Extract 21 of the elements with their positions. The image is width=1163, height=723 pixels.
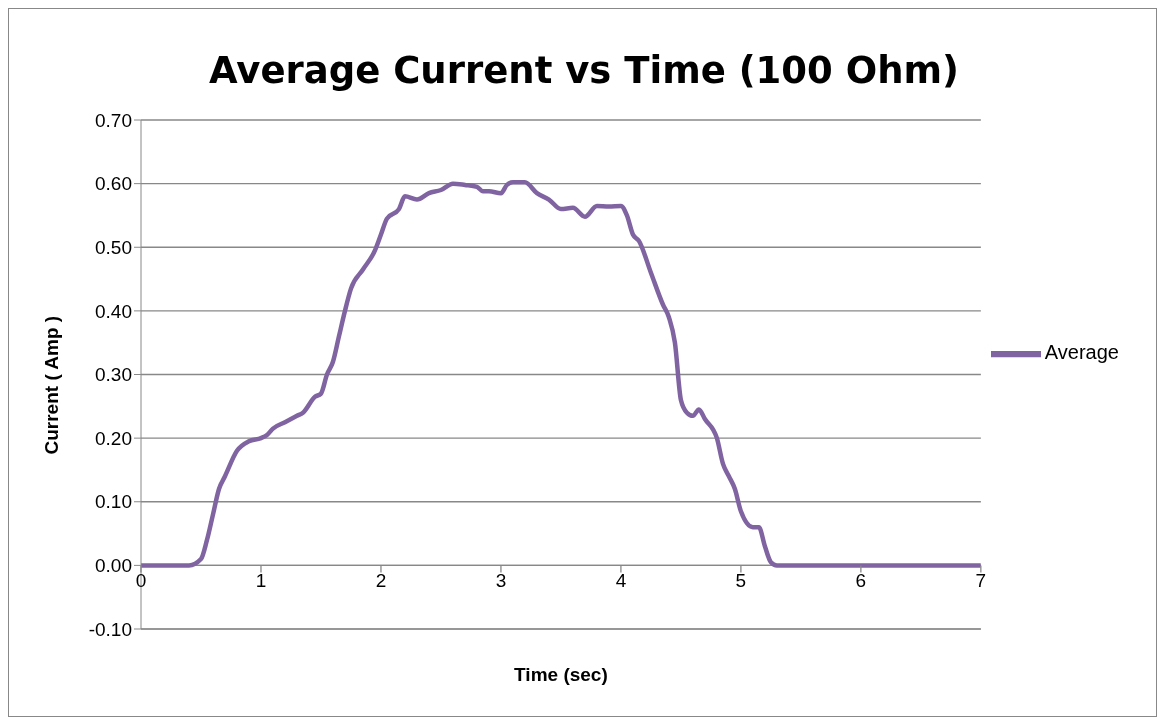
y-tick-label: 0.50 <box>95 236 132 258</box>
y-tick-label: -0.10 <box>88 618 132 640</box>
y-tick-label: 0.30 <box>95 364 132 386</box>
y-tick-label: 0.10 <box>95 491 132 513</box>
y-tick-label: 0.40 <box>95 300 132 322</box>
x-tick-label: 1 <box>255 570 267 592</box>
x-axis-title: Time (sec) <box>514 664 608 685</box>
y-tick-label: 0.20 <box>95 427 132 449</box>
x-tick-label: 4 <box>615 570 627 592</box>
y-tick-label: 0.00 <box>95 555 132 577</box>
x-tick-label: 6 <box>855 570 867 592</box>
y-axis-title: Current ( Amp ) <box>40 315 62 455</box>
chart-title: Average Current vs Time (100 Ohm) <box>208 49 960 92</box>
y-tick-label: 0.70 <box>95 109 132 131</box>
x-tick-label: 5 <box>735 570 747 592</box>
y-tick-label: 0.60 <box>95 173 132 195</box>
x-tick-label: 2 <box>375 570 387 592</box>
x-tick-label: 7 <box>975 570 987 592</box>
x-tick-label: 3 <box>495 570 507 592</box>
x-tick-label: 0 <box>135 570 147 592</box>
legend-label: Average <box>1044 341 1119 364</box>
